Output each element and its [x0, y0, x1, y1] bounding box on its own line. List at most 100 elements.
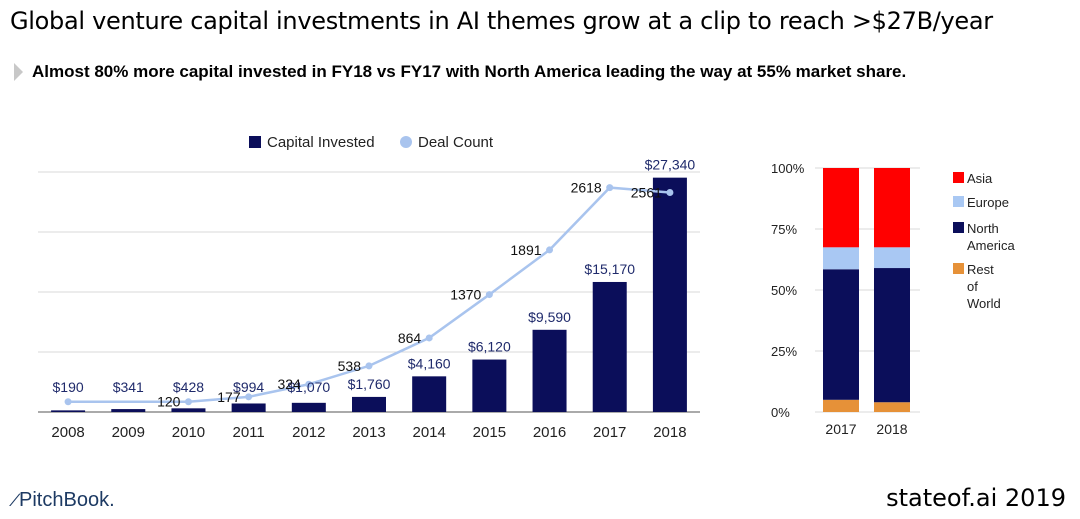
x-tick-label: 2016 — [533, 424, 566, 441]
deal-count-label: 1891 — [510, 242, 541, 258]
capital-bar — [592, 281, 627, 412]
capital-bar — [412, 376, 447, 412]
pitchbook-mark-icon: ∕ — [14, 490, 18, 510]
x-tick-label: 2010 — [172, 424, 205, 441]
y-tick-label: 0% — [771, 405, 790, 420]
capital-value-label: $190 — [53, 379, 84, 395]
y-tick-label: 100% — [771, 161, 805, 176]
main-chart-x-axis: 2008 2009 2010 2011 2012 2013 2014 2015 2016 2017… — [51, 424, 686, 441]
region-legend-label: Asia — [967, 171, 993, 186]
capital-deal-chart: Capital Invested Deal Count $190 $341 $428 $… — [38, 134, 700, 441]
deal-count-label: 1370 — [450, 287, 481, 303]
region-legend-label: Europe — [967, 195, 1009, 210]
pitchbook-logo: ∕ PitchBook. — [14, 489, 115, 512]
capital-bars — [51, 177, 687, 412]
region-legend-label: Rest — [967, 262, 994, 277]
deal-count-line — [64, 184, 674, 406]
region-segment — [874, 247, 910, 269]
page-title: Global venture capital investments in AI… — [10, 7, 993, 35]
bullet-arrow-icon — [14, 63, 23, 81]
deal-legend-swatch — [400, 136, 412, 148]
deal-count-label: 864 — [398, 330, 422, 346]
capital-bar — [111, 409, 146, 412]
deal-count-label: 2561 — [631, 184, 662, 200]
region-chart-x-axis: 2017 2018 — [825, 421, 907, 437]
x-tick-label: 2013 — [352, 424, 385, 441]
y-tick-label: 50% — [771, 283, 797, 298]
x-tick-label: 2015 — [473, 424, 506, 441]
region-segment — [874, 402, 910, 412]
capital-bar — [51, 410, 86, 412]
pitchbook-logo-text: PitchBook. — [19, 489, 115, 511]
x-tick-label: 2014 — [412, 424, 445, 441]
region-legend-label: America — [967, 238, 1015, 253]
capital-value-label: $4,160 — [408, 355, 451, 371]
deal-legend-label: Deal Count — [418, 134, 494, 151]
capital-bar — [291, 402, 326, 412]
deal-count-point — [546, 246, 554, 254]
region-segment — [823, 247, 859, 270]
deal-count-point — [666, 188, 674, 196]
deal-count-point — [184, 398, 192, 406]
x-tick-label: 2017 — [825, 421, 856, 437]
y-tick-label: 25% — [771, 344, 797, 359]
region-bars — [823, 168, 910, 412]
main-chart-labels: $190 $341 $428 $994 $1,070 $1,760 $4,160 $6,120… — [53, 157, 696, 410]
deal-count-label: 324 — [277, 376, 301, 392]
x-tick-label: 2009 — [112, 424, 145, 441]
capital-value-label: $428 — [173, 379, 204, 395]
deal-count-point — [64, 398, 72, 406]
x-tick-label: 2012 — [292, 424, 325, 441]
region-segment — [823, 269, 859, 400]
deal-count-point — [245, 393, 253, 401]
region-legend-swatch — [953, 196, 964, 207]
subtitle-text: Almost 80% more capital invested in FY18… — [32, 62, 907, 81]
x-tick-label: 2008 — [51, 424, 84, 441]
x-tick-label: 2018 — [876, 421, 907, 437]
capital-value-label: $341 — [113, 379, 144, 395]
region-legend-label: North — [967, 221, 999, 236]
deal-count-point — [606, 184, 614, 192]
region-segment — [823, 168, 859, 248]
deal-count-label: 2618 — [571, 180, 602, 196]
deal-count-point — [305, 380, 313, 388]
region-chart-legend: Asia Europe North America Rest of World — [953, 171, 1015, 311]
capital-bar — [231, 403, 266, 412]
y-tick-label: 75% — [771, 222, 797, 237]
capital-bar — [472, 359, 507, 412]
x-tick-label: 2011 — [233, 424, 265, 441]
capital-value-label: $1,760 — [348, 376, 391, 392]
capital-legend-swatch — [249, 136, 261, 148]
region-segment — [823, 399, 859, 412]
deal-count-label: 538 — [338, 358, 362, 374]
capital-value-label: $27,340 — [645, 157, 696, 173]
main-chart-legend: Capital Invested Deal Count — [249, 134, 494, 151]
region-legend-swatch — [953, 263, 964, 274]
capital-value-label: $994 — [233, 379, 264, 395]
x-tick-label: 2017 — [593, 424, 626, 441]
deal-count-label: 177 — [217, 389, 241, 405]
deal-count-label: 120 — [157, 394, 181, 410]
capital-legend-label: Capital Invested — [267, 134, 375, 151]
region-share-chart: 100% 75% 50% 25% 0% 2017 2018 Asia Europe North… — [771, 161, 1015, 437]
region-segment — [874, 268, 910, 403]
capital-value-label: $6,120 — [468, 339, 511, 355]
capital-value-label: $15,170 — [584, 261, 635, 277]
deal-count-point — [425, 334, 433, 342]
brand-footer: stateof.ai 2019 — [886, 484, 1066, 512]
region-legend-label: World — [967, 296, 1001, 311]
page-subtitle: Almost 80% more capital invested in FY18… — [14, 62, 906, 82]
x-tick-label: 2018 — [653, 424, 686, 441]
region-segment — [874, 168, 910, 248]
capital-bar — [352, 396, 386, 412]
capital-value-label: $9,590 — [528, 309, 571, 325]
capital-bar — [652, 177, 687, 412]
deal-count-point — [485, 291, 493, 299]
capital-bar — [532, 329, 567, 412]
capital-bar — [171, 408, 206, 412]
region-legend-swatch — [953, 222, 964, 233]
capital-value-label: $1,070 — [287, 379, 330, 395]
deal-count-point — [365, 362, 373, 370]
deal-count-polyline — [68, 186, 671, 403]
region-legend-label: of — [967, 279, 978, 294]
